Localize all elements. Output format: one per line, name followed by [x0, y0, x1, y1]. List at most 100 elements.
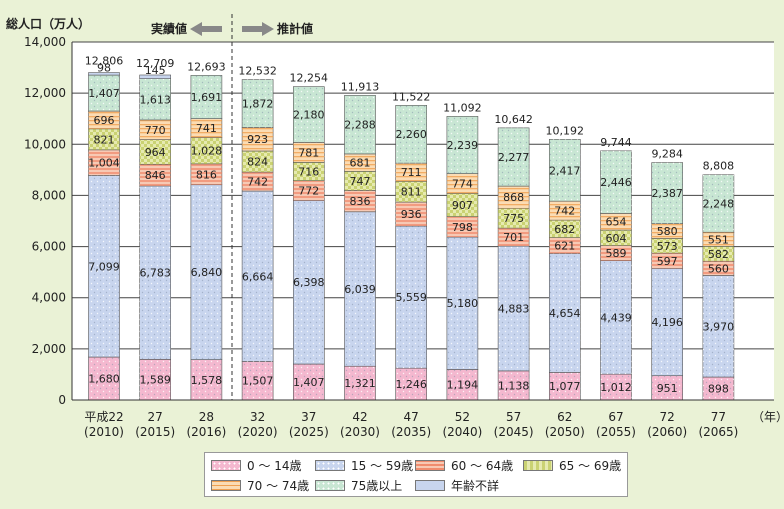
legend-swatch — [523, 460, 553, 471]
segment-value-label: 4,439 — [600, 311, 632, 324]
bar-segment-texture — [549, 237, 581, 254]
bar-segment-texture — [498, 208, 530, 229]
bar-segment-texture — [293, 180, 325, 201]
segment-value-label: 774 — [452, 178, 473, 191]
segment-value-label: 4,654 — [549, 307, 581, 320]
segment-value-label: 846 — [145, 169, 166, 182]
segment-value-label: 1,138 — [498, 379, 530, 392]
bar-segment-texture — [702, 261, 734, 276]
bar-segment-texture — [702, 174, 734, 233]
arrow-right-icon — [242, 22, 274, 36]
bar-segment-texture — [446, 173, 478, 194]
bar-segment-texture — [651, 375, 683, 400]
x-tick-sublabel: (2030) — [340, 425, 380, 439]
segment-value-label: 2,180 — [293, 109, 325, 122]
segment-value-label: 681 — [350, 157, 371, 170]
segment-value-label: 1,012 — [600, 381, 632, 394]
legend-swatch — [415, 480, 445, 491]
x-tick-label: 77 — [711, 410, 726, 424]
segment-value-label: 2,288 — [344, 119, 376, 132]
segment-value-label: 2,260 — [395, 128, 427, 141]
bar-segment-texture — [498, 246, 530, 371]
bar-segment-texture — [600, 150, 632, 214]
bar-segment-texture — [600, 245, 632, 261]
bar-segment-texture — [600, 230, 632, 246]
total-value-label: 9,744 — [600, 136, 632, 149]
segment-value-label: 2,239 — [447, 139, 479, 152]
bar-segment-texture — [242, 127, 274, 152]
x-tick-sublabel: (2045) — [494, 425, 534, 439]
segment-value-label: 2,248 — [703, 197, 735, 210]
bar-segment-texture — [88, 128, 120, 150]
bar-segment-texture — [549, 139, 581, 202]
segment-value-label: 1,407 — [88, 87, 120, 100]
segment-value-label: 1,028 — [191, 145, 223, 158]
segment-value-label: 7,099 — [88, 260, 120, 273]
segment-value-label: 1,407 — [293, 376, 325, 389]
bar-segment-texture — [344, 211, 376, 367]
bar-segment-texture — [498, 228, 530, 247]
bar-segment-texture — [190, 137, 222, 164]
bar-segment-texture — [190, 75, 222, 119]
x-tick-sublabel: (2050) — [545, 425, 585, 439]
segment-value-label: 1,691 — [191, 91, 223, 104]
segment-value-label: 654 — [606, 216, 627, 229]
segment-value-label: 2,277 — [498, 151, 530, 164]
bar-segment-texture — [395, 105, 427, 164]
x-tick-sublabel: (2025) — [289, 425, 329, 439]
total-value-label: 12,693 — [187, 60, 226, 73]
x-tick-sublabel: (2055) — [596, 425, 636, 439]
bar-segment-texture — [242, 151, 274, 173]
bar-segment-texture — [702, 246, 734, 262]
segment-value-label: 4,196 — [651, 316, 683, 329]
x-tick-label: 42 — [352, 410, 367, 424]
segment-value-label: 1,872 — [242, 97, 274, 110]
bar-segment-texture — [498, 127, 530, 187]
x-tick-label: 28 — [199, 410, 214, 424]
bar-segment-texture — [344, 171, 376, 191]
bar-segment-texture — [446, 369, 478, 400]
bar-segment-texture — [702, 377, 734, 400]
segment-value-label: 1,004 — [88, 157, 120, 170]
total-value-label: 9,284 — [651, 148, 683, 161]
actual-label: 実績値 — [151, 21, 187, 36]
legend-swatch — [211, 480, 241, 491]
segment-value-label: 6,039 — [344, 283, 376, 296]
x-tick-label: 32 — [250, 410, 265, 424]
x-tick-label: 57 — [506, 410, 521, 424]
bar-segment-texture — [344, 153, 376, 172]
legend-label: 70 ～ 74歳 — [247, 479, 310, 493]
bar-segment-texture — [88, 75, 120, 112]
x-tick-label: 37 — [301, 410, 316, 424]
segment-value-label: 964 — [145, 146, 166, 159]
segment-value-label: 5,180 — [447, 297, 479, 310]
segment-value-label: 951 — [657, 382, 678, 395]
bar-segment-texture — [651, 223, 683, 239]
bar-segment-texture — [88, 111, 120, 129]
segment-value-label: 6,664 — [242, 270, 274, 283]
bar-segment-texture — [344, 366, 376, 400]
bar-segment-texture — [446, 216, 478, 238]
bar-segment-texture — [139, 139, 171, 165]
x-tick-sublabel: (2035) — [391, 425, 431, 439]
segment-value-label: 1,613 — [139, 93, 171, 106]
y-tick-label: 0 — [58, 393, 66, 407]
segment-value-label: 1,578 — [191, 374, 223, 387]
segment-value-label: 701 — [503, 231, 524, 244]
bar-segment-texture — [549, 253, 581, 373]
total-value-label: 10,642 — [494, 113, 533, 126]
bar-segment-texture — [190, 118, 222, 138]
bar-segment-texture — [293, 364, 325, 400]
segment-value-label: 898 — [708, 383, 729, 396]
segment-value-label: 582 — [708, 248, 729, 261]
bar-segment-texture — [600, 213, 632, 231]
segment-value-label: 1,507 — [242, 375, 274, 388]
segment-value-label: 5,559 — [395, 291, 427, 304]
y-tick-label: 8,000 — [32, 188, 66, 202]
segment-value-label: 741 — [196, 122, 217, 135]
total-value-label: 10,192 — [546, 124, 585, 137]
bar-segment — [88, 72, 120, 76]
segment-value-label: 621 — [554, 240, 575, 253]
bar-segment-texture — [344, 95, 376, 154]
legend-label: 年齢不詳 — [451, 479, 500, 493]
